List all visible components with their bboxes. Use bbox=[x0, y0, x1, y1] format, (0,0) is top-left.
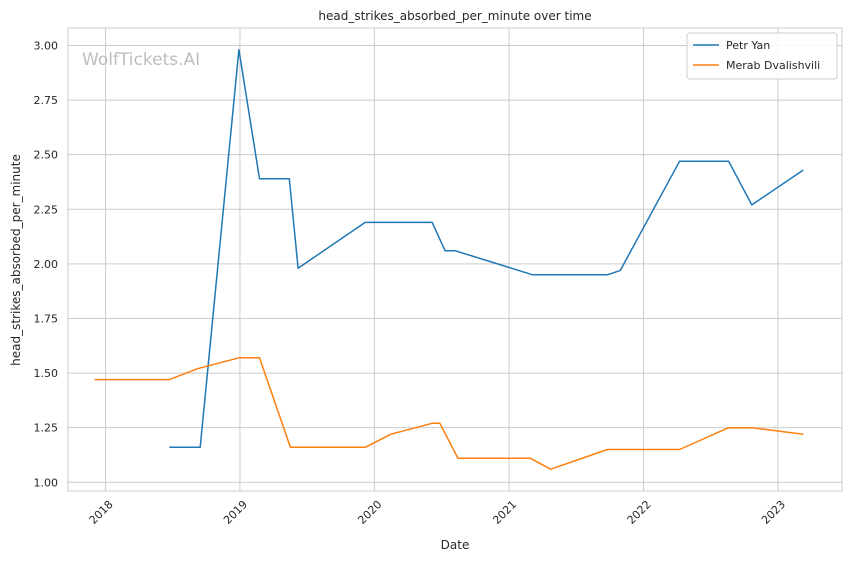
chart-title: head_strikes_absorbed_per_minute over ti… bbox=[318, 9, 591, 23]
plot-background bbox=[68, 28, 842, 491]
y-tick-label: 2.25 bbox=[34, 203, 59, 216]
x-axis-ticks: 2018 2019 2020 2021 2022 2023 bbox=[87, 498, 788, 527]
y-axis-ticks: 1.00 1.25 1.50 1.75 2.00 2.25 2.50 2.75 3.00 bbox=[34, 39, 59, 489]
y-tick-label: 1.00 bbox=[34, 476, 59, 489]
series-lines bbox=[94, 49, 804, 470]
y-axis-label: head_strikes_absorbed_per_minute bbox=[9, 154, 23, 366]
watermark: WolfTickets.AI bbox=[82, 50, 200, 70]
x-tick-label: 2018 bbox=[87, 498, 116, 527]
legend-box bbox=[686, 32, 838, 80]
y-tick-label: 2.75 bbox=[34, 94, 59, 107]
x-tick-label: 2019 bbox=[221, 498, 250, 527]
y-tick-label: 2.50 bbox=[34, 149, 59, 162]
plot-frame bbox=[67, 27, 843, 492]
legend: Petr Yan Merab Dvalishvili bbox=[686, 32, 838, 80]
legend-label-petr-yan: Petr Yan bbox=[726, 39, 770, 52]
series-line-petr-yan bbox=[169, 49, 804, 449]
x-tick-label: 2022 bbox=[625, 498, 654, 527]
grid-lines bbox=[68, 28, 842, 491]
x-tick-label: 2023 bbox=[759, 498, 788, 527]
y-tick-label: 1.50 bbox=[34, 367, 59, 380]
legend-label-merab-dvalishvili: Merab Dvalishvili bbox=[726, 59, 820, 72]
series-line-merab-dvalishvili bbox=[94, 357, 804, 470]
y-tick-label: 1.75 bbox=[34, 312, 59, 325]
y-tick-label: 3.00 bbox=[34, 39, 59, 52]
x-tick-label: 2020 bbox=[355, 498, 384, 527]
y-tick-label: 2.00 bbox=[34, 258, 59, 271]
x-tick-label: 2021 bbox=[490, 498, 519, 527]
x-axis-label: Date bbox=[441, 538, 470, 552]
y-tick-label: 1.25 bbox=[34, 422, 59, 435]
